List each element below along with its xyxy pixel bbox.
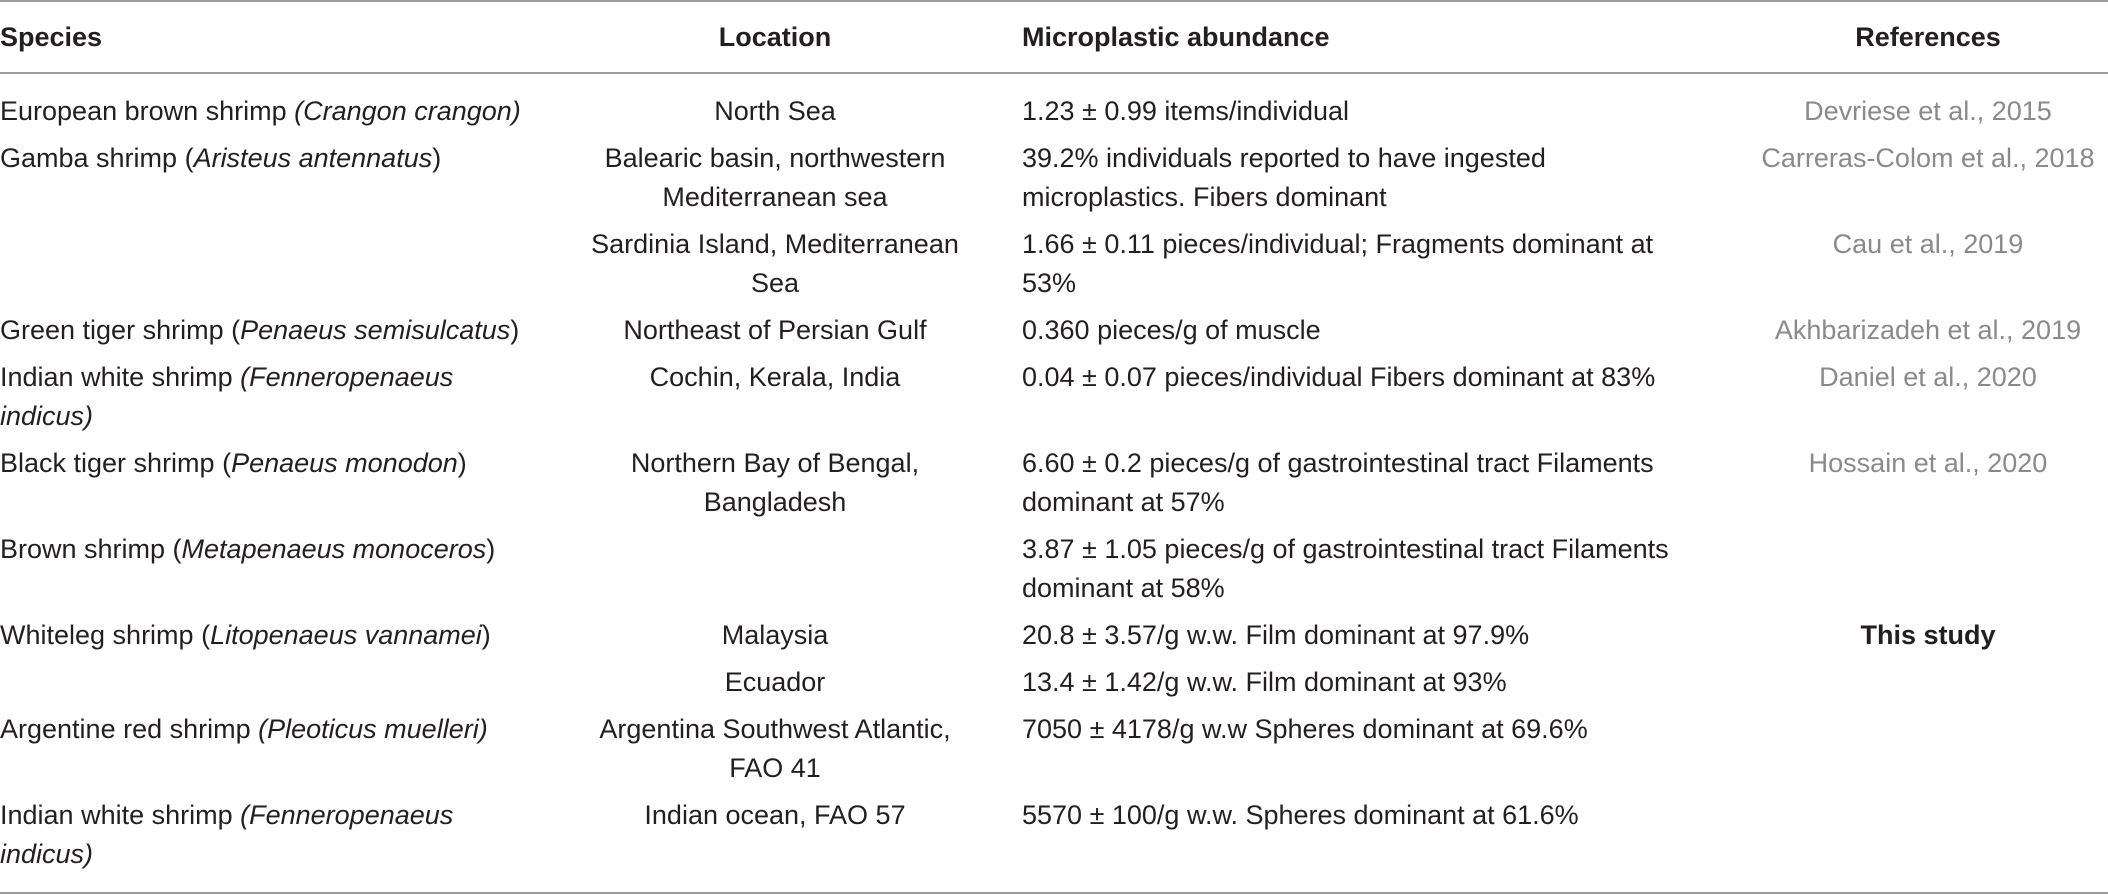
reference-cell: Daniel et al., 2020: [1819, 362, 2037, 392]
species-scientific-name: Aristeus antennatus: [193, 143, 433, 173]
table-row: Green tiger shrimp (Penaeus semisulcatus…: [0, 311, 2108, 358]
location-cell: Northern Bay of Bengal, Bangladesh: [630, 448, 920, 517]
species-scientific-close: ): [457, 448, 467, 478]
location-cell: Ecuador: [724, 667, 826, 697]
reference-cell: [1748, 796, 2108, 893]
species-common-name: Brown shrimp: [0, 534, 173, 564]
species-scientific-open: (: [201, 620, 211, 650]
species-scientific-close: ): [510, 315, 520, 345]
species-common-name: Indian white shrimp: [0, 800, 241, 830]
table-row: European brown shrimp (Crangon crangon) …: [0, 73, 2108, 139]
table-row: Indian white shrimp (Fenneropenaeus indi…: [0, 796, 2108, 893]
species-cell: Gamba shrimp (Aristeus antennatus): [0, 139, 570, 225]
header-species: Species: [0, 21, 103, 52]
abundance-cell: 20.8 ± 3.57/g w.w. Film dominant at 97.9…: [1022, 620, 1530, 650]
reference-cell: This study: [1860, 620, 1996, 650]
abundance-cell: 7050 ± 4178/g w.w Spheres dominant at 69…: [1022, 714, 1588, 744]
species-scientific-name: Penaeus semisulcatus: [240, 315, 511, 345]
reference-cell: [1748, 530, 2108, 616]
species-cell: Whiteleg shrimp (Litopenaeus vannamei): [0, 616, 570, 663]
location-cell: Indian ocean, FAO 57: [644, 800, 906, 830]
location-cell: Northeast of Persian Gulf: [623, 315, 927, 345]
species-cell: Black tiger shrimp (Penaeus monodon): [0, 444, 570, 530]
species-cell: [0, 663, 570, 710]
abundance-cell: 3.87 ± 1.05 pieces/g of gastrointestinal…: [1022, 534, 1669, 603]
species-scientific-name: (Crangon crangon): [294, 96, 521, 126]
table-row: Black tiger shrimp (Penaeus monodon) Nor…: [0, 444, 2108, 530]
species-scientific-name: Metapenaeus monoceros: [181, 534, 487, 564]
location-cell: Cochin, Kerala, India: [649, 362, 901, 392]
species-common-name: Whiteleg shrimp: [0, 620, 202, 650]
species-common-name: European brown shrimp: [0, 96, 295, 126]
abundance-cell: 1.23 ± 0.99 items/individual: [1022, 96, 1350, 126]
location-cell: North Sea: [714, 96, 836, 126]
reference-cell: Devriese et al., 2015: [1804, 96, 2052, 126]
species-cell: Green tiger shrimp (Penaeus semisulcatus…: [0, 311, 570, 358]
species-cell: Argentine red shrimp (Pleoticus muelleri…: [0, 710, 570, 796]
species-cell: Indian white shrimp (Fenneropenaeus indi…: [0, 358, 570, 444]
abundance-cell: 13.4 ± 1.42/g w.w. Film dominant at 93%: [1022, 667, 1507, 697]
species-scientific-open: (: [222, 448, 232, 478]
species-scientific-close: ): [481, 620, 491, 650]
location-cell: Malaysia: [721, 620, 829, 650]
header-location: Location: [718, 21, 832, 52]
location-cell: Argentina Southwest Atlantic, FAO 41: [599, 714, 951, 783]
species-scientific-name: Penaeus monodon: [231, 448, 458, 478]
location-cell: Balearic basin, northwestern Mediterrane…: [604, 143, 946, 212]
species-scientific-name: (Fenneropenaeus indicus): [0, 800, 454, 869]
reference-cell: Carreras-Colom et al., 2018: [1761, 143, 2095, 173]
table-row: Sardinia Island, Mediterranean Sea 1.66 …: [0, 225, 2108, 311]
reference-cell: [1748, 663, 2108, 710]
abundance-cell: 39.2% individuals reported to have inges…: [1022, 143, 1546, 212]
species-common-name: Green tiger shrimp: [0, 315, 232, 345]
species-common-name: Argentine red shrimp: [0, 714, 259, 744]
species-common-name: Indian white shrimp: [0, 362, 241, 392]
species-cell: Indian white shrimp (Fenneropenaeus indi…: [0, 796, 570, 893]
location-cell: [570, 530, 1000, 616]
species-scientific-name: (Fenneropenaeus indicus): [0, 362, 454, 431]
reference-cell: [1748, 710, 2108, 796]
abundance-cell: 0.04 ± 0.07 pieces/individual Fibers dom…: [1022, 362, 1656, 392]
species-scientific-open: (: [172, 534, 182, 564]
species-scientific-close: ): [486, 534, 496, 564]
abundance-cell: 5570 ± 100/g w.w. Spheres dominant at 61…: [1022, 800, 1579, 830]
abundance-cell: 6.60 ± 0.2 pieces/g of gastrointestinal …: [1022, 448, 1654, 517]
header-references: References: [1855, 21, 2001, 52]
species-common-name: Gamba shrimp: [0, 143, 185, 173]
abundance-cell: 0.360 pieces/g of muscle: [1022, 315, 1321, 345]
table-row: Argentine red shrimp (Pleoticus muelleri…: [0, 710, 2108, 796]
species-scientific-close: ): [432, 143, 442, 173]
reference-cell: Cau et al., 2019: [1832, 229, 2024, 259]
species-scientific-open: (: [231, 315, 241, 345]
table-row: Indian white shrimp (Fenneropenaeus indi…: [0, 358, 2108, 444]
reference-cell: Hossain et al., 2020: [1808, 448, 2048, 478]
species-cell: European brown shrimp (Crangon crangon): [0, 73, 570, 139]
header-abundance: Microplastic abundance: [1022, 21, 1330, 52]
table-row: Gamba shrimp (Aristeus antennatus) Balea…: [0, 139, 2108, 225]
location-cell: Sardinia Island, Mediterranean Sea: [591, 229, 959, 298]
abundance-cell: 1.66 ± 0.11 pieces/individual; Fragments…: [1022, 229, 1654, 298]
species-scientific-open: (: [184, 143, 194, 173]
species-scientific-name: Litopenaeus vannamei: [210, 620, 482, 650]
table-header-row: Species Location Microplastic abundance …: [0, 1, 2108, 73]
species-cell: [0, 225, 570, 311]
table-row: Brown shrimp (Metapenaeus monoceros) 3.8…: [0, 530, 2108, 616]
species-scientific-name: (Pleoticus muelleri): [258, 714, 488, 744]
table-row: Ecuador 13.4 ± 1.42/g w.w. Film dominant…: [0, 663, 2108, 710]
table-row: Whiteleg shrimp (Litopenaeus vannamei) M…: [0, 616, 2108, 663]
reference-cell: Akhbarizadeh et al., 2019: [1774, 315, 2082, 345]
species-cell: Brown shrimp (Metapenaeus monoceros): [0, 530, 570, 616]
species-common-name: Black tiger shrimp: [0, 448, 223, 478]
